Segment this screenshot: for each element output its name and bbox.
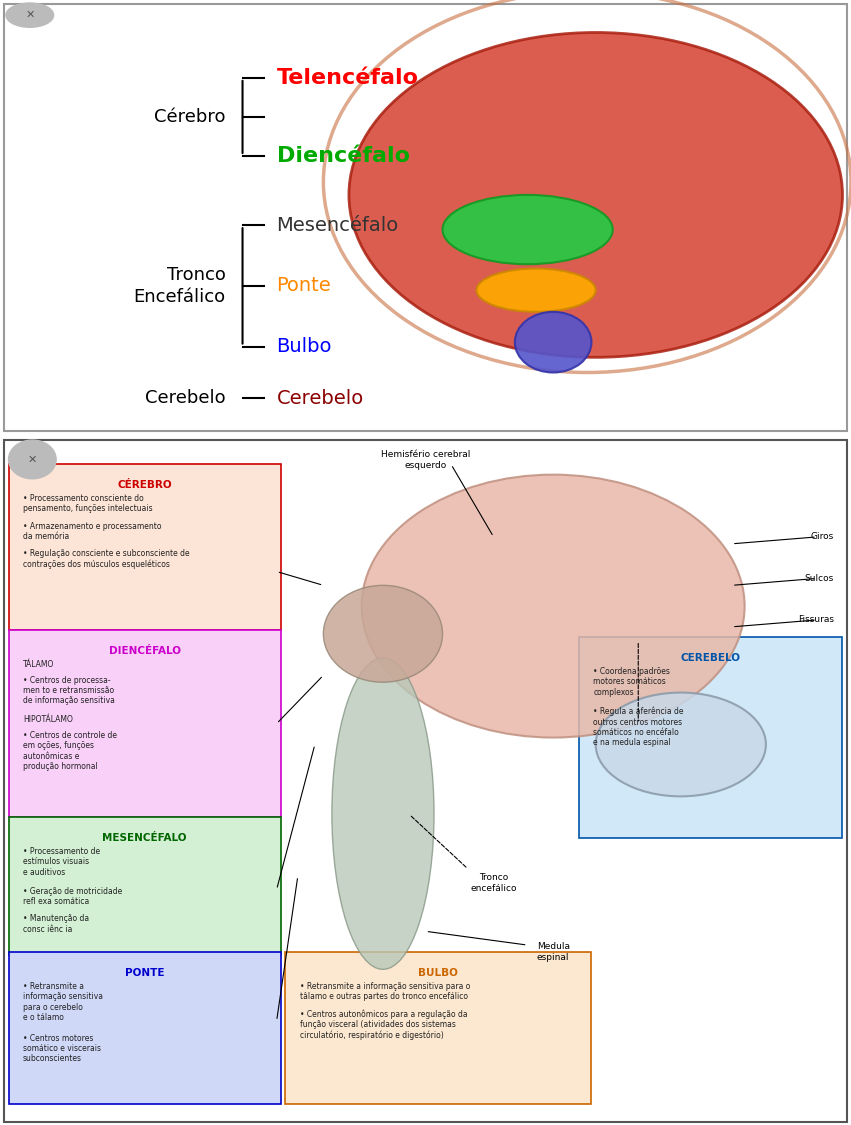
Text: • Regula a aferência de
outros centros motores
somáticos no encéfalo
e na medula: • Regula a aferência de outros centros m… <box>593 706 683 747</box>
FancyBboxPatch shape <box>9 630 281 817</box>
Text: Bulbo: Bulbo <box>277 338 332 356</box>
Text: Medula
espinal: Medula espinal <box>537 943 569 962</box>
Ellipse shape <box>477 269 596 312</box>
FancyBboxPatch shape <box>4 440 847 1122</box>
Circle shape <box>6 3 54 27</box>
Text: Mesencéfalo: Mesencéfalo <box>277 216 399 235</box>
Text: • Regulação consciente e subconsciente de
contrações dos músculos esqueléticos: • Regulação consciente e subconsciente d… <box>23 549 190 569</box>
Text: • Centros motores
somático e viscerais
subconscientes: • Centros motores somático e viscerais s… <box>23 1034 101 1063</box>
FancyBboxPatch shape <box>9 817 281 955</box>
Text: Hemisfério cerebral
esquerdo: Hemisfério cerebral esquerdo <box>380 450 471 470</box>
FancyBboxPatch shape <box>285 952 591 1105</box>
Text: • Processamento de
estímulos visuais
e auditivos: • Processamento de estímulos visuais e a… <box>23 847 100 876</box>
Ellipse shape <box>443 195 613 264</box>
Ellipse shape <box>349 33 842 358</box>
Text: Fissuras: Fissuras <box>798 615 834 624</box>
Text: Cerebelo: Cerebelo <box>277 389 364 408</box>
Text: • Centros de processa-
men to e retransmissão
de informação sensitiva: • Centros de processa- men to e retransm… <box>23 676 115 705</box>
Text: BULBO: BULBO <box>419 968 458 978</box>
Text: CEREBELO: CEREBELO <box>681 654 740 663</box>
Ellipse shape <box>362 475 745 738</box>
Text: Cerebelo: Cerebelo <box>145 389 226 407</box>
Circle shape <box>323 585 443 682</box>
Text: Giros: Giros <box>811 532 834 541</box>
Text: Sulcos: Sulcos <box>805 574 834 583</box>
Circle shape <box>9 440 56 479</box>
Text: DIENCÉFALO: DIENCÉFALO <box>109 646 180 656</box>
Text: HIPOTÁLAMO: HIPOTÁLAMO <box>23 716 73 724</box>
Ellipse shape <box>596 693 766 796</box>
Text: PONTE: PONTE <box>125 968 164 978</box>
Text: CÉREBRO: CÉREBRO <box>117 480 172 490</box>
Text: Diencéfalo: Diencéfalo <box>277 146 409 165</box>
Text: ✕: ✕ <box>27 455 37 465</box>
Text: Cérebro: Cérebro <box>154 108 226 126</box>
Text: Tronco
encefálico: Tronco encefálico <box>471 873 517 892</box>
FancyBboxPatch shape <box>9 952 281 1105</box>
FancyBboxPatch shape <box>579 637 842 838</box>
Text: • Retransmite a
informação sensitiva
para o cerebelo
e o tálamo: • Retransmite a informação sensitiva par… <box>23 982 103 1022</box>
Ellipse shape <box>515 312 591 372</box>
Text: • Centros de controle de
em oções, funções
autonômicas e
produção hormonal: • Centros de controle de em oções, funçõ… <box>23 731 117 771</box>
Text: Telencéfalo: Telencéfalo <box>277 68 419 88</box>
Text: Ponte: Ponte <box>277 277 331 296</box>
FancyBboxPatch shape <box>4 4 847 431</box>
Text: Tronco
Encefálico: Tronco Encefálico <box>134 266 226 306</box>
Text: • Armazenamento e processamento
da memória: • Armazenamento e processamento da memór… <box>23 522 162 541</box>
Text: ✕: ✕ <box>25 10 35 20</box>
Ellipse shape <box>332 658 434 970</box>
Text: MESENCÉFALO: MESENCÉFALO <box>102 832 187 843</box>
Text: • Retransmite a informação sensitiva para o
tâlamo e outras partes do tronco enc: • Retransmite a informação sensitiva par… <box>300 982 470 1001</box>
Text: • Centros autonômicos para a regulação da
função visceral (atividades dos sistem: • Centros autonômicos para a regulação d… <box>300 1009 467 1041</box>
FancyBboxPatch shape <box>9 465 281 630</box>
Text: • Manutenção da
consc iênc ia: • Manutenção da consc iênc ia <box>23 915 89 934</box>
Text: • Coordena padrões
motores somáticos
complexos: • Coordena padrões motores somáticos com… <box>593 667 670 696</box>
Text: • Geração de motricidade
refl exa somática: • Geração de motricidade refl exa somáti… <box>23 886 123 906</box>
Text: TÁLAMO: TÁLAMO <box>23 660 54 669</box>
Text: • Processamento consciente do
pensamento, funções intelectuais: • Processamento consciente do pensamento… <box>23 494 152 513</box>
